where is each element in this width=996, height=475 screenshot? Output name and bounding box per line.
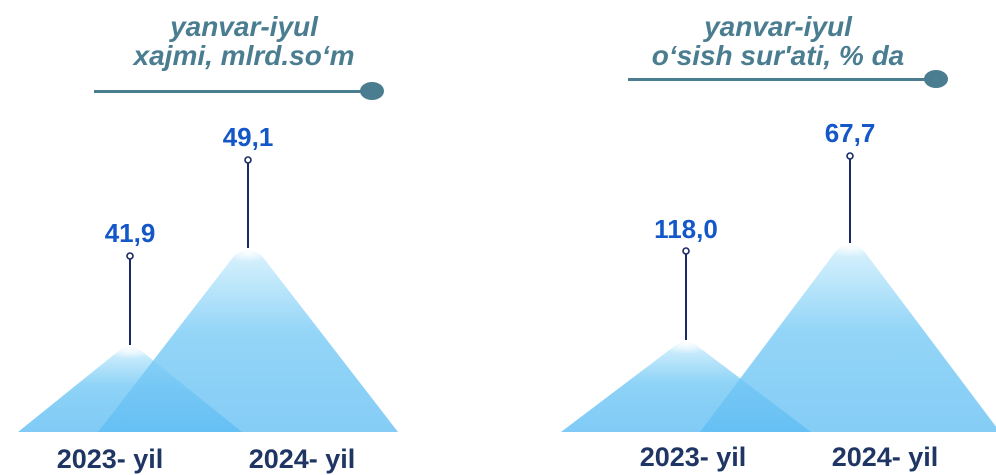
title-underline-dot [924, 70, 948, 88]
title-underline [94, 90, 376, 93]
mountain-peak-glow [222, 242, 274, 262]
mountain-peak-glow [104, 339, 156, 359]
chart-panel-volume: yanvar-iyul xajmi, mlrd.so‘m 41,9 2023- y… [18, 12, 398, 474]
pointer-dot [126, 252, 134, 260]
mountain-peak-glow [660, 334, 712, 354]
title-underline [628, 78, 928, 81]
mountain-peak-glow [824, 237, 876, 257]
pointer-dot [846, 152, 854, 160]
title-underline-dot [360, 82, 384, 100]
mountain-chart: 41,9 2023- yil 49,1 2024- yil [18, 122, 398, 474]
chart-title: yanvar-iyul xajmi, mlrd.so‘m [94, 12, 394, 70]
category-label: 2023- yil [57, 444, 164, 474]
chart-title-line1: yanvar-iyul [704, 11, 852, 42]
pointer-dot [682, 247, 690, 255]
pointer-dot [244, 156, 252, 164]
value-label: 118,0 [654, 214, 718, 244]
mountain-2 [700, 245, 996, 432]
value-label: 41,9 [105, 218, 156, 248]
value-label: 49,1 [223, 122, 274, 152]
mountain-chart: 118,0 2023- yil 67,7 2024- yil [561, 118, 996, 472]
chart-panel-growth: yanvar-iyul o‘sish sur'ati, % da 118,0 20… [498, 0, 996, 475]
chart-title: yanvar-iyul o‘sish sur'ati, % da [628, 12, 928, 70]
mountain-2 [98, 250, 398, 432]
chart-title-line2: o‘sish sur'ati, % da [651, 40, 905, 71]
category-label: 2023- yil [640, 442, 747, 472]
chart-title-line1: yanvar-iyul [170, 11, 318, 42]
category-label: 2024- yil [249, 444, 356, 474]
chart-title-line2: xajmi, mlrd.so‘m [133, 40, 355, 71]
value-label: 67,7 [825, 118, 876, 148]
category-label: 2024- yil [832, 442, 939, 472]
